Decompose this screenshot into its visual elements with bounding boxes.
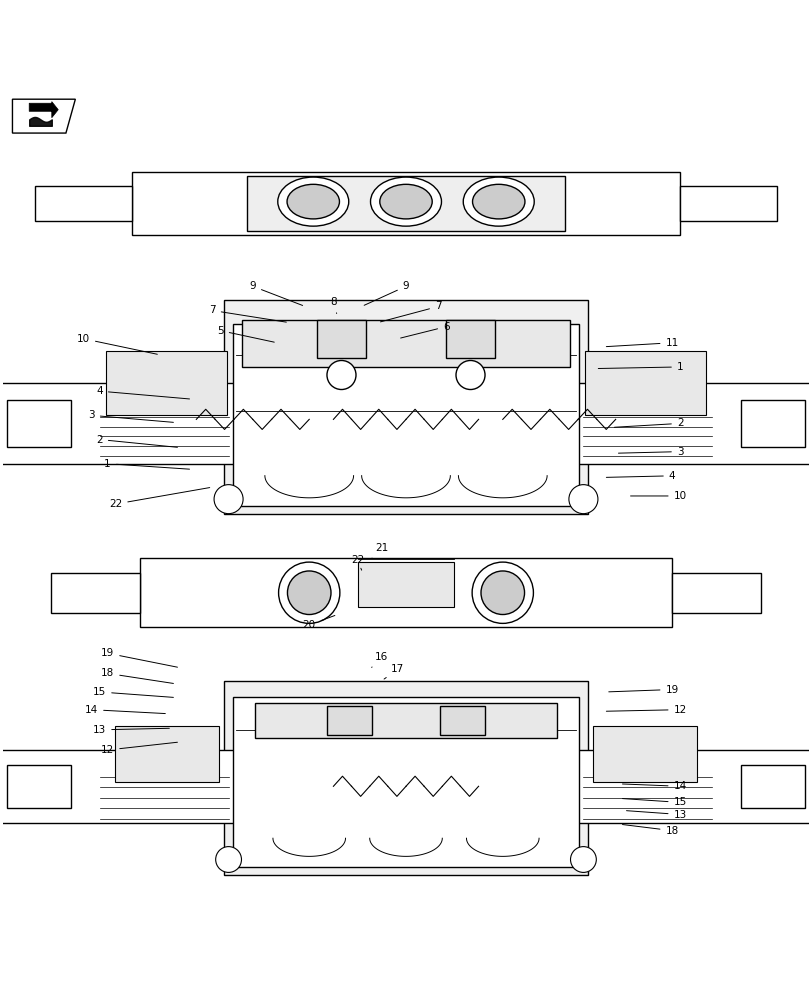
- Text: 15: 15: [92, 687, 174, 697]
- Bar: [680, 186, 776, 221]
- Bar: [223, 681, 588, 875]
- Ellipse shape: [380, 184, 431, 219]
- Bar: [255, 703, 556, 738]
- Text: 10: 10: [630, 491, 686, 501]
- Bar: [35, 186, 131, 221]
- Text: 2: 2: [614, 418, 683, 428]
- Text: 7: 7: [380, 301, 441, 322]
- Polygon shape: [29, 102, 58, 118]
- Bar: [592, 726, 697, 782]
- Bar: [247, 176, 564, 231]
- Text: 4: 4: [97, 386, 189, 399]
- Text: 12: 12: [101, 742, 178, 755]
- Bar: [584, 351, 705, 415]
- Bar: [572, 750, 811, 823]
- Text: 15: 15: [622, 797, 686, 807]
- Text: 18: 18: [101, 668, 174, 683]
- Text: 19: 19: [608, 685, 678, 695]
- Text: 18: 18: [622, 825, 678, 836]
- Text: 17: 17: [384, 664, 404, 679]
- Ellipse shape: [370, 177, 441, 226]
- Bar: [223, 300, 588, 514]
- Text: 12: 12: [606, 705, 686, 715]
- Bar: [440, 706, 484, 735]
- Circle shape: [570, 847, 595, 872]
- Circle shape: [287, 571, 331, 615]
- Text: 4: 4: [606, 471, 675, 481]
- Bar: [740, 400, 805, 447]
- Circle shape: [216, 847, 241, 872]
- Text: 2: 2: [97, 435, 178, 447]
- Circle shape: [278, 562, 340, 623]
- Bar: [317, 320, 365, 358]
- Text: 1: 1: [104, 459, 189, 469]
- Bar: [131, 172, 680, 235]
- Text: 3: 3: [618, 447, 683, 457]
- Text: 8: 8: [330, 297, 337, 313]
- Bar: [114, 726, 219, 782]
- Bar: [357, 562, 454, 607]
- Circle shape: [471, 562, 533, 623]
- Circle shape: [327, 360, 355, 390]
- Bar: [672, 573, 760, 613]
- Polygon shape: [12, 99, 75, 133]
- Text: 21: 21: [371, 543, 388, 559]
- Text: 11: 11: [606, 338, 678, 348]
- Ellipse shape: [277, 177, 348, 226]
- Bar: [6, 400, 71, 447]
- Text: 13: 13: [92, 725, 169, 735]
- Bar: [0, 750, 239, 823]
- Text: 13: 13: [626, 810, 686, 820]
- Text: 14: 14: [622, 781, 686, 791]
- Ellipse shape: [463, 177, 534, 226]
- Text: 9: 9: [363, 281, 409, 305]
- Text: 1: 1: [598, 362, 683, 372]
- Circle shape: [456, 360, 484, 390]
- Bar: [446, 320, 494, 358]
- Bar: [740, 765, 805, 808]
- Text: 6: 6: [400, 322, 449, 338]
- Bar: [233, 324, 578, 506]
- Circle shape: [214, 485, 242, 514]
- Bar: [242, 320, 569, 367]
- Ellipse shape: [472, 184, 524, 219]
- Bar: [106, 351, 227, 415]
- Text: 7: 7: [209, 305, 286, 322]
- Text: 22: 22: [350, 555, 364, 570]
- Text: 9: 9: [249, 281, 303, 305]
- Text: 19: 19: [101, 648, 178, 667]
- Bar: [233, 697, 578, 867]
- Bar: [139, 558, 672, 627]
- Text: 3: 3: [88, 410, 174, 422]
- Circle shape: [569, 485, 597, 514]
- Bar: [327, 706, 371, 735]
- Text: 5: 5: [217, 326, 274, 342]
- Bar: [572, 383, 811, 464]
- Text: 20: 20: [303, 615, 334, 630]
- Text: 10: 10: [77, 334, 157, 354]
- Bar: [51, 573, 139, 613]
- Text: 14: 14: [85, 705, 165, 715]
- Text: 22: 22: [109, 488, 209, 509]
- Circle shape: [480, 571, 524, 615]
- Bar: [0, 383, 239, 464]
- Bar: [6, 765, 71, 808]
- Text: 16: 16: [371, 652, 388, 667]
- Ellipse shape: [287, 184, 339, 219]
